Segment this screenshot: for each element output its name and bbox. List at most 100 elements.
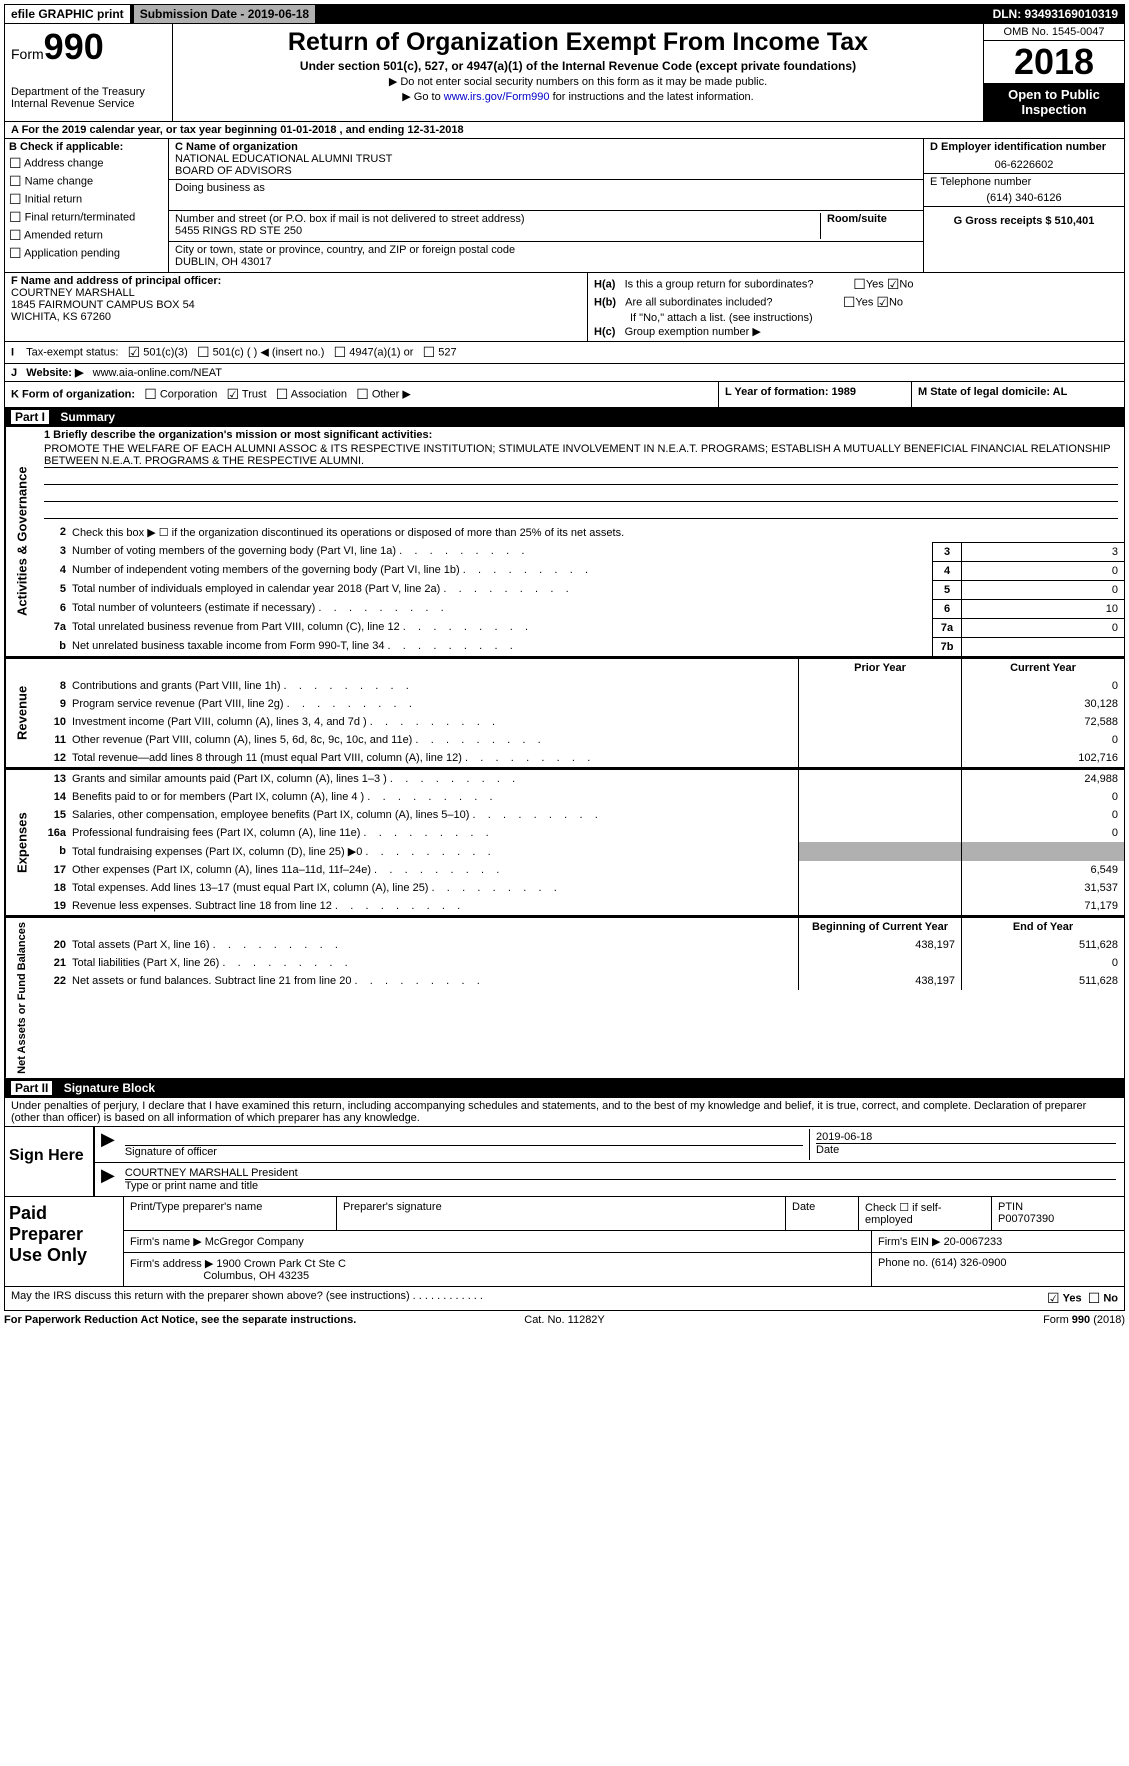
part1-header: Part I Summary	[4, 408, 1125, 427]
summary-line: 11Other revenue (Part VIII, column (A), …	[38, 731, 1124, 749]
firm-ein-label: Firm's EIN ▶	[878, 1236, 941, 1248]
summary-line: 3Number of voting members of the governi…	[38, 542, 1124, 561]
part2-title: Signature Block	[64, 1081, 155, 1095]
ein-value: 06-6226602	[930, 159, 1118, 171]
city-label: City or town, state or province, country…	[175, 244, 917, 256]
part2-header: Part II Signature Block	[4, 1079, 1125, 1098]
form-prefix: Form	[11, 46, 44, 62]
form-title: Return of Organization Exempt From Incom…	[177, 28, 979, 57]
firm-addr1: 1900 Crown Park Ct Ste C	[216, 1258, 346, 1270]
chk-initial-return[interactable]: ☐ Initial return	[9, 191, 164, 208]
j-text: Website: ▶	[26, 367, 83, 379]
website-value: www.aia-online.com/NEAT	[93, 367, 222, 379]
opt-501c3: 501(c)(3)	[143, 346, 188, 358]
prep-phone-label: Phone no.	[878, 1257, 928, 1269]
m-domicile: M State of legal domicile: AL	[918, 386, 1067, 398]
tab-revenue: Revenue	[5, 659, 38, 767]
summary-line: 15Salaries, other compensation, employee…	[38, 806, 1124, 824]
col-begin-year: Beginning of Current Year	[798, 918, 961, 936]
department-label: Department of the Treasury Internal Reve…	[11, 86, 166, 110]
discuss-no: No	[1103, 1292, 1118, 1304]
summary-line: 12Total revenue—add lines 8 through 11 (…	[38, 749, 1124, 767]
perjury-text: Under penalties of perjury, I declare th…	[5, 1098, 1124, 1127]
mission-text: PROMOTE THE WELFARE OF EACH ALUMNI ASSOC…	[44, 443, 1118, 468]
col-prior-year: Prior Year	[798, 659, 961, 677]
prep-name-label: Print/Type preparer's name	[124, 1197, 337, 1230]
tab-net-assets: Net Assets or Fund Balances	[5, 918, 38, 1078]
chk-amended[interactable]: ☐ Amended return	[9, 227, 164, 244]
form-num: 990	[44, 26, 104, 67]
i-text: Tax-exempt status:	[26, 346, 118, 358]
officer-name: COURTNEY MARSHALL	[11, 287, 581, 299]
omb-number: OMB No. 1545-0047	[984, 24, 1124, 41]
paid-preparer-section: Paid Preparer Use Only Print/Type prepar…	[4, 1197, 1125, 1287]
opt-assoc: Association	[291, 388, 347, 400]
summary-line: 8Contributions and grants (Part VIII, li…	[38, 677, 1124, 695]
hc-text: Group exemption number ▶	[625, 326, 761, 338]
hb-label: H(b)	[594, 296, 616, 308]
c-name-label: C Name of organization	[175, 141, 917, 153]
summary-line: 4Number of independent voting members of…	[38, 561, 1124, 580]
top-bar: efile GRAPHIC print Submission Date - 20…	[4, 4, 1125, 24]
section-bcde: B Check if applicable: ☐ Address change …	[4, 139, 1125, 273]
check-self-employed: Check ☐ if self-employed	[859, 1197, 992, 1230]
line1-label: 1 Briefly describe the organization's mi…	[44, 429, 432, 441]
part1-title: Summary	[60, 410, 115, 424]
name-title-label: Type or print name and title	[125, 1180, 1116, 1192]
i-label: I	[11, 346, 14, 358]
part2-label: Part II	[11, 1081, 52, 1095]
prep-phone: (614) 326-0900	[931, 1257, 1006, 1269]
signature-block: Under penalties of perjury, I declare th…	[4, 1098, 1125, 1197]
opt-4947: 4947(a)(1) or	[349, 346, 413, 358]
summary-line: bNet unrelated business taxable income f…	[38, 637, 1124, 656]
section-revenue: Revenue Prior YearCurrent Year 8Contribu…	[4, 657, 1125, 768]
firm-ein: 20-0067233	[944, 1236, 1003, 1248]
instruction-1: ▶ Do not enter social security numbers o…	[177, 75, 979, 88]
col-end-year: End of Year	[961, 918, 1124, 936]
summary-line: 19Revenue less expenses. Subtract line 1…	[38, 897, 1124, 915]
summary-line: 10Investment income (Part VIII, column (…	[38, 713, 1124, 731]
goto-suffix: for instructions and the latest informat…	[550, 91, 754, 103]
summary-line: 14Benefits paid to or for members (Part …	[38, 788, 1124, 806]
column-c: C Name of organization NATIONAL EDUCATIO…	[169, 139, 923, 272]
officer-addr2: WICHITA, KS 67260	[11, 311, 581, 323]
hb-text: Are all subordinates included?	[625, 296, 772, 308]
summary-line: 5Total number of individuals employed in…	[38, 580, 1124, 599]
chk-name-change[interactable]: ☐ Name change	[9, 173, 164, 190]
chk-pending[interactable]: ☐ Application pending	[9, 245, 164, 262]
irs-link[interactable]: www.irs.gov/Form990	[444, 91, 550, 103]
row-i: I Tax-exempt status: ☑ 501(c)(3) ☐ 501(c…	[4, 342, 1125, 364]
firm-addr-label: Firm's address ▶	[130, 1258, 213, 1270]
chk-address-change[interactable]: ☐ Address change	[9, 155, 164, 172]
summary-line: 17Other expenses (Part IX, column (A), l…	[38, 861, 1124, 879]
summary-line: 21Total liabilities (Part X, line 26)0	[38, 954, 1124, 972]
form-header: Form990 Department of the Treasury Inter…	[4, 24, 1125, 122]
dept-treasury: Department of the Treasury	[11, 86, 166, 98]
page-footer: For Paperwork Reduction Act Notice, see …	[4, 1311, 1125, 1329]
form-subtitle: Under section 501(c), 527, or 4947(a)(1)…	[177, 59, 979, 73]
summary-line: 20Total assets (Part X, line 16)438,1975…	[38, 936, 1124, 954]
street-address: 5455 RINGS RD STE 250	[175, 225, 814, 237]
column-de: D Employer identification number 06-6226…	[923, 139, 1124, 272]
prep-date-label: Date	[786, 1197, 859, 1230]
arrow-icon: ▶	[97, 1129, 119, 1160]
efile-label: efile GRAPHIC print	[5, 5, 130, 23]
prep-sig-label: Preparer's signature	[337, 1197, 786, 1230]
org-name-1: NATIONAL EDUCATIONAL ALUMNI TRUST	[175, 153, 917, 165]
officer-addr1: 1845 FAIRMOUNT CAMPUS BOX 54	[11, 299, 581, 311]
tab-expenses: Expenses	[5, 770, 38, 915]
opt-527: 527	[438, 346, 456, 358]
b-label: B Check if applicable:	[9, 141, 164, 153]
k-label: K Form of organization:	[11, 388, 135, 400]
hb-note: If "No," attach a list. (see instruction…	[594, 312, 1118, 324]
firm-name-label: Firm's name ▶	[130, 1236, 202, 1248]
ha-text: Is this a group return for subordinates?	[625, 278, 814, 290]
city-value: DUBLIN, OH 43017	[175, 256, 917, 268]
irs-discuss-row: May the IRS discuss this return with the…	[4, 1287, 1125, 1311]
section-net-assets: Net Assets or Fund Balances Beginning of…	[4, 916, 1125, 1079]
tab-activities-governance: Activities & Governance	[5, 427, 38, 656]
section-fgh: F Name and address of principal officer:…	[4, 273, 1125, 342]
ein-label: D Employer identification number	[930, 141, 1118, 153]
chk-final-return[interactable]: ☐ Final return/terminated	[9, 209, 164, 226]
phone-label: E Telephone number	[930, 176, 1118, 188]
